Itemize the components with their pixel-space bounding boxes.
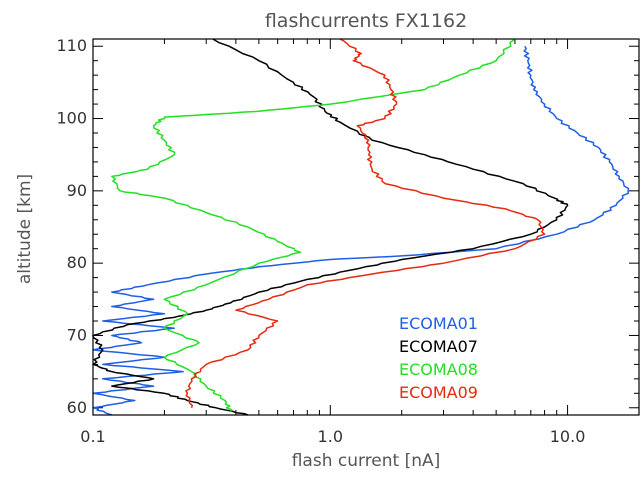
y-axis-label: altitude [km] bbox=[15, 174, 35, 284]
x-tick-label: 1.0 bbox=[318, 427, 343, 446]
legend-entry: ECOMA09 bbox=[399, 383, 478, 402]
series-line-ecoma09 bbox=[185, 38, 546, 409]
plot-lines bbox=[92, 38, 630, 416]
x-tick-label: 10.0 bbox=[550, 427, 586, 446]
y-tick-label: 110 bbox=[56, 36, 87, 55]
y-tick-label: 70 bbox=[67, 325, 87, 344]
plot-frame bbox=[92, 38, 640, 416]
x-axis-label: flash current [nA] bbox=[292, 451, 441, 471]
axis-ticks: 60 70 80 90 100 110 0.1 1.0 10.0 bbox=[56, 36, 640, 446]
legend-entry: ECOMA08 bbox=[399, 360, 478, 379]
series-line-ecoma08 bbox=[111, 38, 516, 412]
y-tick-label: 100 bbox=[56, 109, 87, 128]
y-tick-label: 60 bbox=[67, 398, 87, 417]
legend-entry: ECOMA01 bbox=[399, 314, 478, 333]
y-tick-label: 90 bbox=[67, 181, 87, 200]
x-tick-label: 0.1 bbox=[80, 427, 105, 446]
legend-entry: ECOMA07 bbox=[399, 337, 478, 356]
legend: ECOMA01 ECOMA07 ECOMA08 ECOMA09 bbox=[399, 314, 478, 402]
chart-title: flashcurrents FX1162 bbox=[265, 10, 467, 32]
series-line-ecoma07 bbox=[92, 38, 569, 416]
y-tick-label: 80 bbox=[67, 253, 87, 272]
series-line-ecoma01 bbox=[92, 45, 630, 416]
